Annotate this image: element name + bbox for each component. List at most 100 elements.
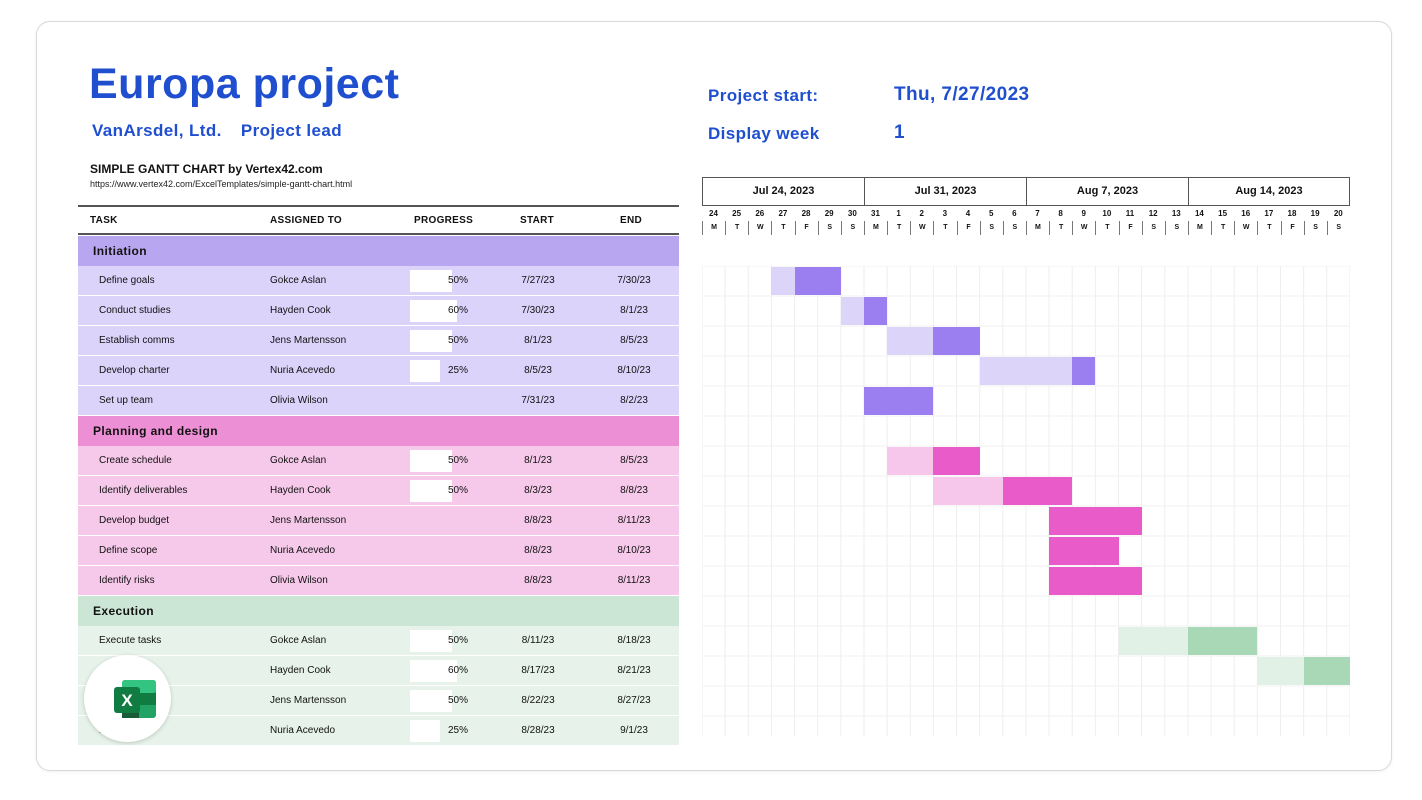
day-letter: F (1118, 221, 1142, 235)
gantt-bar[interactable] (1187, 627, 1258, 655)
phase-name: Initiation (93, 244, 147, 258)
day-number: 3 (942, 209, 948, 218)
assigned-to: Nuria Acevedo (270, 365, 336, 376)
project-lead-line: VanArsdel, Ltd. Project lead (92, 121, 342, 141)
start-date: 8/11/23 (521, 635, 555, 646)
gantt-bar-remaining[interactable] (840, 297, 864, 325)
gantt-bar[interactable] (863, 297, 888, 325)
excel-letter: X (121, 691, 133, 710)
table-row[interactable]: Set up team Olivia Wilson 7/31/23 8/2/23 (78, 386, 679, 416)
day-number: 26 (755, 209, 765, 218)
day-letter: S (1002, 221, 1026, 235)
table-row[interactable]: Define goals Gokce Aslan 50% 7/27/23 7/30/23 (78, 266, 679, 296)
progress-value: 50% (447, 485, 468, 496)
gantt-bar-remaining[interactable] (933, 477, 1003, 505)
assigned-to: Nuria Acevedo (270, 545, 336, 556)
table-row[interactable]: Define scope Nuria Acevedo 8/8/23 8/10/23 (78, 536, 679, 566)
day-letter: T (887, 221, 910, 235)
day-letter: T (1049, 221, 1072, 235)
day-number: 30 (847, 209, 857, 218)
assigned-to: Nuria Acevedo (270, 725, 336, 736)
gantt-bar[interactable] (933, 327, 980, 355)
column-start: START (520, 215, 555, 226)
day-number: 25 (732, 209, 742, 218)
phase-row-execution[interactable]: Execution (78, 596, 679, 626)
start-date: 8/5/23 (524, 365, 552, 376)
day-letter: F (1280, 221, 1304, 235)
table-row[interactable]: Create schedule Gokce Aslan 50% 8/1/23 8/5/2… (78, 446, 679, 476)
day-letter: S (1326, 221, 1350, 235)
day-number: 10 (1102, 209, 1112, 218)
table-row[interactable]: Identify deliverables Hayden Cook 50% 8/3/2… (78, 476, 679, 506)
week-label: Aug 7, 2023 (1026, 177, 1188, 206)
day-letter: T (1211, 221, 1234, 235)
day-number: 17 (1264, 209, 1274, 218)
progress-cell[interactable] (410, 270, 452, 292)
progress-cell[interactable] (410, 690, 452, 712)
table-row[interactable]: Conduct studies Hayden Cook 60% 7/30/23 8/1/… (78, 296, 679, 326)
end-date: 8/1/23 (620, 305, 648, 316)
assigned-to: Olivia Wilson (270, 395, 328, 406)
progress-cell[interactable] (410, 450, 452, 472)
table-row[interactable]: Identify risks Olivia Wilson 8/8/23 8/11/23 (78, 566, 679, 596)
task-name: Define goals (99, 275, 155, 286)
gantt-bar-remaining[interactable] (1118, 627, 1188, 655)
day-number: 18 (1287, 209, 1297, 218)
end-date: 8/10/23 (617, 545, 651, 556)
phase-row-initiation[interactable]: Initiation (78, 236, 679, 266)
gantt-bar-remaining[interactable] (887, 447, 934, 475)
gantt-bar[interactable] (1049, 567, 1142, 595)
gantt-bar-remaining[interactable] (1257, 657, 1304, 685)
day-number: 16 (1241, 209, 1251, 218)
day-number: 2 (919, 209, 924, 218)
progress-cell[interactable] (410, 630, 452, 652)
day-number: 11 (1125, 209, 1135, 218)
day-number: 14 (1194, 209, 1204, 218)
progress-cell[interactable] (410, 660, 457, 682)
phase-row-planning[interactable]: Planning and design (78, 416, 679, 446)
gantt-bar[interactable] (863, 387, 934, 415)
day-letter: F (794, 221, 818, 235)
end-date: 9/1/23 (620, 725, 648, 736)
progress-cell[interactable] (410, 330, 452, 352)
day-letter: W (1072, 221, 1095, 235)
project-start-value[interactable]: Thu, 7/27/2023 (894, 84, 1030, 105)
progress-value: 60% (447, 305, 468, 316)
day-number: 19 (1310, 209, 1320, 218)
display-week-value[interactable]: 1 (894, 122, 905, 143)
gantt-bar[interactable] (933, 447, 980, 475)
template-url[interactable]: https://www.vertex42.com/ExcelTemplates/… (90, 179, 353, 189)
day-letter: F (956, 221, 980, 235)
progress-cell[interactable] (410, 480, 452, 502)
gantt-bar[interactable] (1072, 357, 1096, 385)
excel-badge: X (84, 655, 171, 742)
gantt-bar-remaining[interactable] (887, 327, 934, 355)
start-date: 7/31/23 (521, 395, 555, 406)
column-progress: PROGRESS (414, 215, 474, 226)
gantt-bar[interactable] (1002, 477, 1073, 505)
day-letter: M (863, 221, 887, 235)
end-date: 8/5/23 (620, 335, 648, 346)
table-row[interactable]: Execute tasks Gokce Aslan 50% 8/11/23 8/18/2… (78, 626, 679, 656)
table-row[interactable]: Develop budget Jens Martensson 8/8/23 8/11/… (78, 506, 679, 536)
progress-cell[interactable] (410, 360, 440, 382)
gantt-bar-remaining[interactable] (771, 267, 795, 295)
gantt-bar[interactable] (794, 267, 841, 295)
day-number: 7 (1035, 209, 1040, 218)
template-credit: SIMPLE GANTT CHART by Vertex42.com (90, 162, 323, 176)
progress-cell[interactable] (410, 300, 457, 322)
end-date: 8/5/23 (620, 455, 648, 466)
gantt-bar[interactable] (1049, 537, 1119, 565)
progress-cell[interactable] (410, 720, 440, 742)
table-row[interactable]: Establish comms Jens Martensson 50% 8/1/23 8… (78, 326, 679, 356)
assigned-to: Gokce Aslan (270, 455, 327, 466)
table-row[interactable]: Develop charter Nuria Acevedo 25% 8/5/23 8/1… (78, 356, 679, 386)
assigned-to: Gokce Aslan (270, 635, 327, 646)
gantt-bar[interactable] (1049, 507, 1142, 535)
assigned-to: Jens Martensson (270, 695, 347, 706)
gantt-bar[interactable] (1303, 657, 1350, 685)
gantt-bar-remaining[interactable] (979, 357, 1073, 385)
